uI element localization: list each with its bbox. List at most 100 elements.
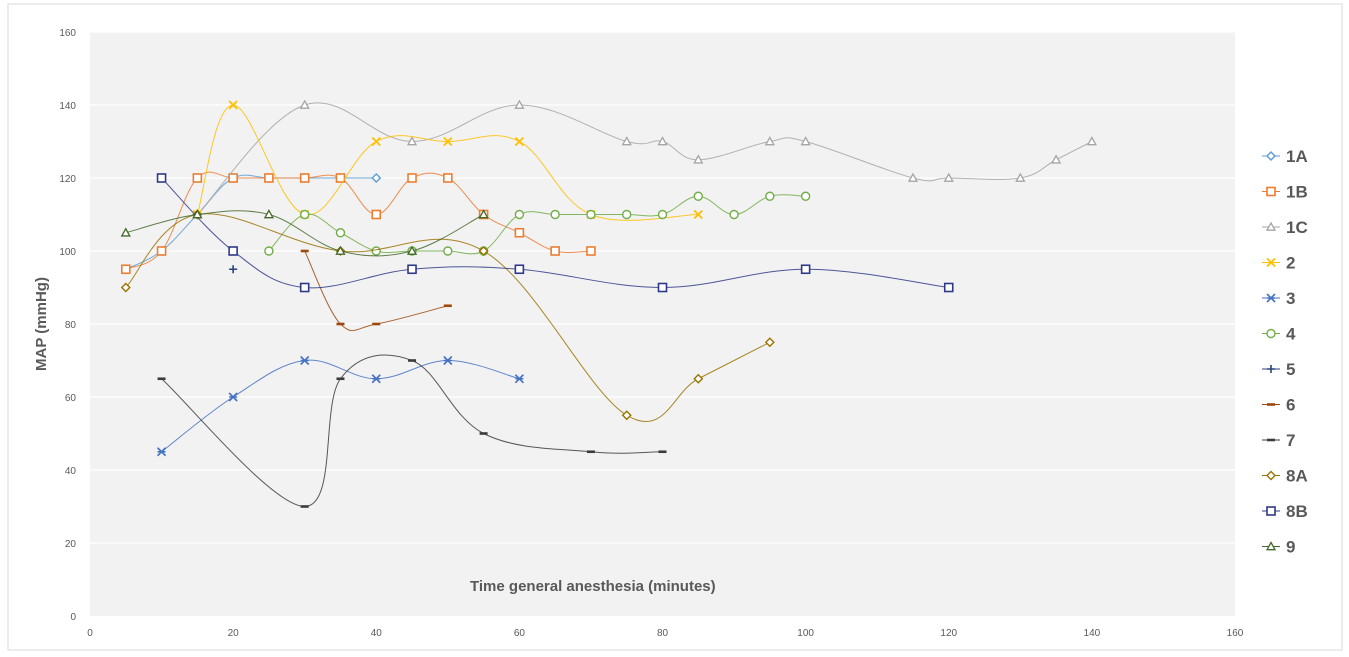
x-tick-label: 0 <box>87 628 93 639</box>
legend-label-1a: 1A <box>1286 147 1308 166</box>
legend-marker-9 <box>1265 541 1277 551</box>
y-tick-label: 60 <box>65 393 77 404</box>
x-tick-label: 100 <box>797 628 814 639</box>
data-point-8a <box>764 337 775 348</box>
tick-labels: 0 20 40 60 80 100 120 140 160 0 20 40 60 80 100 120 140 1… <box>59 28 1243 639</box>
data-point-1b <box>550 246 560 256</box>
data-point-4 <box>514 209 525 220</box>
series-7 <box>157 354 667 508</box>
series-3 <box>156 355 524 457</box>
legend-item-8a: 8A <box>1262 467 1308 486</box>
data-point-8b <box>800 264 811 275</box>
data-point-8a <box>120 282 131 293</box>
legend-marker-5 <box>1267 365 1275 373</box>
data-point-3 <box>371 374 381 384</box>
legend-marker-2 <box>1266 257 1276 268</box>
data-point-8b <box>299 282 310 293</box>
legend-label-9: 9 <box>1286 538 1295 557</box>
legend-item-4: 4 <box>1262 325 1296 344</box>
data-point-4 <box>693 191 703 201</box>
data-point-1b <box>264 173 274 183</box>
y-tick-label: 0 <box>70 612 76 623</box>
legend-marker-8b <box>1266 506 1276 516</box>
x-tick-label: 20 <box>228 628 240 639</box>
data-point-4 <box>622 209 632 220</box>
data-point-1c <box>907 172 919 182</box>
data-point-9 <box>406 245 418 255</box>
legend-marker-1b <box>1266 186 1276 197</box>
data-point-1a <box>371 173 382 183</box>
data-point-1c <box>693 154 704 164</box>
data-point-2 <box>228 100 238 110</box>
data-point-1b <box>228 173 238 183</box>
data-point-3 <box>443 355 453 366</box>
legend-item-2: 2 <box>1262 254 1295 273</box>
y-axis-title: MAP (mmHg) <box>33 277 50 371</box>
data-point-1b <box>120 264 131 275</box>
y-tick-label: 20 <box>65 539 77 550</box>
x-tick-label: 120 <box>940 628 957 639</box>
data-point-2 <box>371 136 381 147</box>
data-point-1b <box>586 246 596 256</box>
legend-label-8b: 8B <box>1286 502 1308 521</box>
data-point-4 <box>371 246 381 256</box>
series-5 <box>229 265 238 274</box>
legend-item-1c: 1C <box>1262 218 1308 237</box>
legend-marker-3 <box>1266 293 1276 303</box>
legend-label-7: 7 <box>1286 431 1295 450</box>
legend-label-5: 5 <box>1286 360 1295 379</box>
data-point-1c <box>657 136 668 146</box>
data-point-9 <box>192 209 203 219</box>
series-1b <box>120 171 596 275</box>
legend-marker-1c <box>1265 221 1277 231</box>
x-tick-label: 40 <box>371 628 383 639</box>
data-point-4 <box>264 246 274 256</box>
data-point-1c <box>514 99 525 109</box>
data-point-1b <box>299 173 310 183</box>
data-point-3 <box>228 392 238 402</box>
x-axis-title: Time general anesthesia (minutes) <box>470 578 716 595</box>
legend: 1A 1B 1C 2 3 4 5 6 7 8A 8B 9 <box>1262 147 1308 557</box>
data-point-8b <box>407 264 417 275</box>
legend-label-2: 2 <box>1286 254 1295 273</box>
data-point-1b <box>156 246 167 256</box>
data-point-1c <box>299 99 310 109</box>
data-point-2 <box>443 136 453 147</box>
series-8b <box>156 173 954 293</box>
legend-marker-4 <box>1266 328 1276 339</box>
legend-item-1b: 1B <box>1262 183 1308 202</box>
series-line-9 <box>125 210 484 257</box>
legend-item-8b: 8B <box>1262 502 1308 521</box>
data-point-9 <box>335 245 346 255</box>
legend-marker-8a <box>1266 470 1276 481</box>
data-point-3 <box>156 447 167 457</box>
data-point-1c <box>764 136 775 146</box>
legend-item-9: 9 <box>1262 538 1295 557</box>
data-point-8b <box>514 264 525 275</box>
data-point-4 <box>299 209 310 220</box>
data-point-3 <box>514 374 524 384</box>
y-tick-label: 120 <box>59 174 76 185</box>
series-line-7 <box>161 354 663 508</box>
legend-label-3: 3 <box>1286 289 1295 308</box>
data-point-4 <box>765 191 775 201</box>
series-line-4 <box>268 194 806 255</box>
series-9 <box>120 209 489 257</box>
legend-label-1b: 1B <box>1286 183 1308 202</box>
data-point-9 <box>120 227 131 237</box>
data-point-8a <box>621 410 632 421</box>
legend-marker-1a <box>1266 151 1276 161</box>
data-point-1c <box>800 136 811 146</box>
y-tick-label: 80 <box>65 320 77 331</box>
data-point-8a <box>478 246 489 256</box>
data-point-4 <box>335 228 346 238</box>
data-point-8b <box>228 246 238 256</box>
data-point-1c <box>1015 172 1026 182</box>
legend-item-3: 3 <box>1262 289 1295 308</box>
x-tick-label: 80 <box>657 628 669 639</box>
data-point-8b <box>657 282 668 293</box>
y-tick-label: 100 <box>59 247 76 258</box>
x-tick-label: 160 <box>1227 628 1244 639</box>
legend-label-1c: 1C <box>1286 218 1308 237</box>
